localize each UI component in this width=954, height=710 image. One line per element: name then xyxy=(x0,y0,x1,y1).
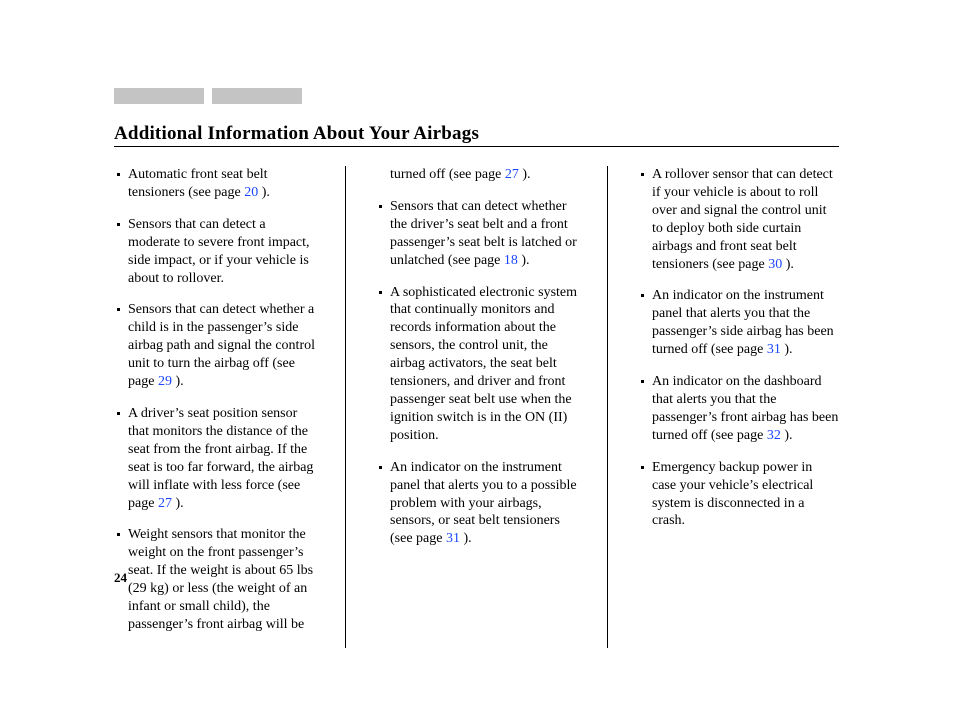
list-item: Sensors that can detect a moderate to se… xyxy=(114,216,315,288)
list-item: A driver’s seat position sensor that mon… xyxy=(114,405,315,512)
body-text: Sensors that can detect whether the driv… xyxy=(390,199,577,268)
body-text: ). xyxy=(781,428,793,443)
body-text: Sensors that can detect a moderate to se… xyxy=(128,217,310,286)
list-item: Emergency backup power in case your vehi… xyxy=(638,459,839,531)
page: Additional Information About Your Airbag… xyxy=(0,0,954,710)
body-text: Sensors that can detect whether a child … xyxy=(128,302,315,389)
body-text: ). xyxy=(519,167,531,182)
column-divider xyxy=(607,166,608,648)
body-text: ). xyxy=(782,257,794,272)
page-ref-link[interactable]: 27 xyxy=(505,167,519,182)
body-text: A sophisticated electronic system that c… xyxy=(390,285,577,443)
header-tab-1 xyxy=(114,88,204,104)
continuation-text: turned off (see page 27 ). xyxy=(376,166,577,184)
column-3: A rollover sensor that can detect if you… xyxy=(638,166,839,648)
list-item: Automatic front seat belt tensioners (se… xyxy=(114,166,315,202)
page-ref-link[interactable]: 18 xyxy=(504,253,518,268)
list-item: A rollover sensor that can detect if you… xyxy=(638,166,839,273)
list-item: A sophisticated electronic system that c… xyxy=(376,284,577,445)
page-ref-link[interactable]: 20 xyxy=(244,185,258,200)
column-2: turned off (see page 27 ). Sensors that … xyxy=(376,166,577,648)
body-text: turned off (see page xyxy=(390,167,505,182)
body-text: ). xyxy=(172,496,184,511)
page-ref-link[interactable]: 32 xyxy=(767,428,781,443)
page-ref-link[interactable]: 30 xyxy=(768,257,782,272)
list-item: An indicator on the dashboard that alert… xyxy=(638,373,839,445)
body-text: ). xyxy=(172,374,184,389)
page-ref-link[interactable]: 31 xyxy=(767,342,781,357)
body-text: An indicator on the instrument panel tha… xyxy=(652,288,834,357)
page-ref-link[interactable]: 31 xyxy=(446,531,460,546)
body-text: A driver’s seat position sensor that mon… xyxy=(128,406,313,511)
body-text: An indicator on the dashboard that alert… xyxy=(652,374,838,443)
header-tab-2 xyxy=(212,88,302,104)
column-1: Automatic front seat belt tensioners (se… xyxy=(114,166,315,648)
list-item: Sensors that can detect whether the driv… xyxy=(376,198,577,270)
body-text: ). xyxy=(781,342,793,357)
list-item: An indicator on the instrument panel tha… xyxy=(376,459,577,549)
columns: Automatic front seat belt tensioners (se… xyxy=(114,166,839,648)
body-text: An indicator on the instrument panel tha… xyxy=(390,460,577,547)
body-text: A rollover sensor that can detect if you… xyxy=(652,167,833,272)
body-text: ). xyxy=(258,185,270,200)
body-text: ). xyxy=(460,531,472,546)
body-text: Weight sensors that monitor the weight o… xyxy=(128,527,313,632)
page-ref-link[interactable]: 27 xyxy=(158,496,172,511)
list-item: Sensors that can detect whether a child … xyxy=(114,301,315,391)
page-number: 24 xyxy=(114,570,127,586)
page-ref-link[interactable]: 29 xyxy=(158,374,172,389)
column-divider xyxy=(345,166,346,648)
page-title: Additional Information About Your Airbag… xyxy=(114,123,479,145)
title-rule xyxy=(114,146,839,147)
body-text: Emergency backup power in case your vehi… xyxy=(652,460,813,529)
body-text: ). xyxy=(518,253,530,268)
list-item: An indicator on the instrument panel tha… xyxy=(638,287,839,359)
list-item: Weight sensors that monitor the weight o… xyxy=(114,526,315,633)
